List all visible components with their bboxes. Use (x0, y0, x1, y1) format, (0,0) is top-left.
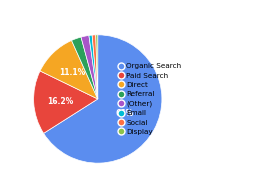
Wedge shape (71, 37, 98, 99)
Legend: Organic Search, Paid Search, Direct, Referral, (Other), Email, Social, Display: Organic Search, Paid Search, Direct, Ref… (120, 63, 181, 135)
Text: 66%: 66% (116, 109, 134, 118)
Wedge shape (81, 35, 98, 99)
Text: 16.2%: 16.2% (48, 97, 74, 106)
Wedge shape (44, 35, 162, 163)
Wedge shape (92, 35, 98, 99)
Wedge shape (40, 40, 98, 99)
Wedge shape (89, 35, 98, 99)
Wedge shape (34, 71, 98, 133)
Text: 11.1%: 11.1% (59, 68, 85, 77)
Wedge shape (96, 35, 98, 99)
